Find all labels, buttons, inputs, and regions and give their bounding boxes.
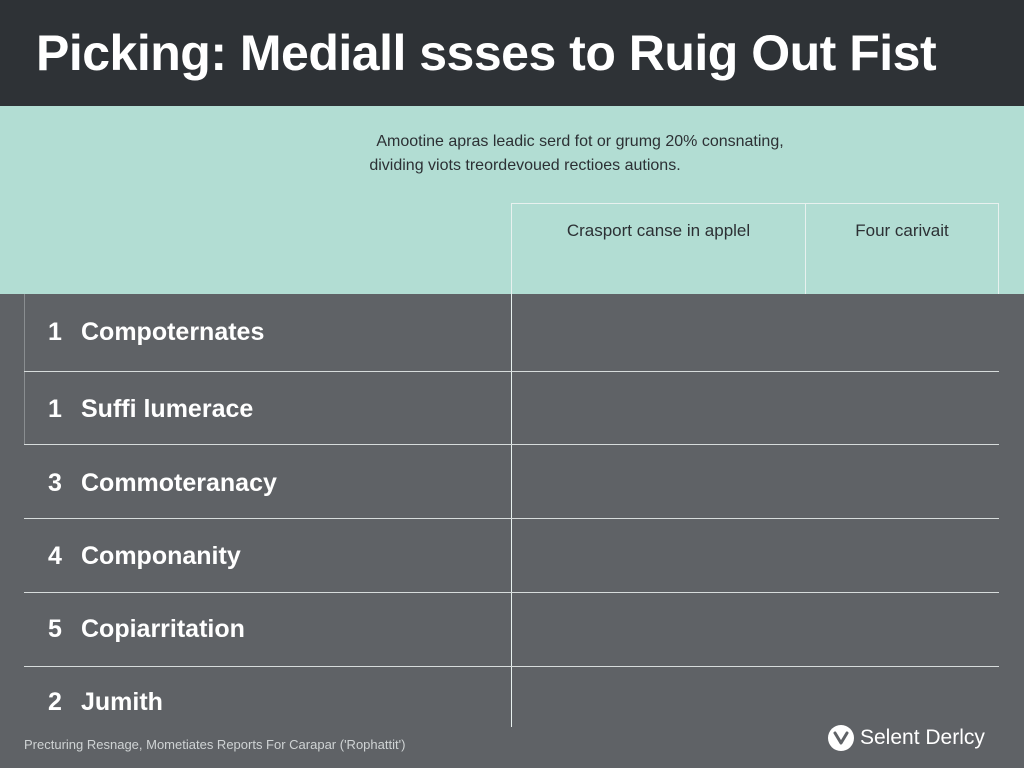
row-number: 5 [48, 615, 62, 643]
table-row: 3 Commoteranacy [48, 469, 277, 498]
row-number: 1 [48, 318, 62, 346]
row-number: 4 [48, 542, 62, 570]
header-divider-left [511, 203, 512, 727]
brand-name: Selent Derlcy [860, 726, 985, 749]
intro-line-1: Amootine apras leadic serd fot or grumg … [376, 133, 784, 150]
row-number: 2 [48, 688, 62, 716]
row-number: 1 [48, 395, 62, 423]
check-v-icon [828, 725, 854, 751]
page-title: Picking: Mediall ssses to Ruig Out Fist [36, 25, 937, 81]
table-left-border [24, 294, 25, 444]
intro-line-2: dividing viots treordevoued rectioes aut… [369, 157, 681, 174]
row-number: 3 [48, 469, 62, 497]
table-row: 1 Suffi lumerace [48, 395, 253, 424]
column-header-2: Four carivait [855, 221, 949, 240]
row-divider [24, 371, 999, 372]
footer-caption: Precturing Resnage, Mometiates Reports F… [24, 737, 406, 752]
header-top-border [511, 203, 999, 204]
row-label: Jumith [81, 688, 163, 716]
row-divider [24, 592, 999, 593]
header-divider-middle [805, 203, 806, 294]
header-divider-right [998, 203, 999, 294]
table-row: 2 Jumith [48, 688, 163, 717]
row-divider [24, 444, 999, 445]
intro-text: Amootine apras leadic serd fot or grumg … [300, 130, 860, 178]
row-label: Copiarritation [81, 615, 245, 643]
row-label: Compoternates [81, 318, 265, 346]
brand-logo: Selent Derlcy [828, 724, 985, 752]
row-label: Suffi lumerace [81, 395, 254, 423]
row-divider [24, 666, 999, 667]
column-header-1: Crasport canse in applel [566, 221, 751, 240]
title-bar: Picking: Mediall ssses to Ruig Out Fist [0, 0, 1024, 106]
table-row: 4 Componanity [48, 542, 241, 571]
row-divider [24, 518, 999, 519]
table-row: 1 Compoternates [48, 318, 264, 347]
row-label: Componanity [81, 542, 241, 570]
header-band [0, 106, 1024, 294]
row-label: Commoteranacy [81, 469, 277, 497]
table-row: 5 Copiarritation [48, 615, 245, 644]
